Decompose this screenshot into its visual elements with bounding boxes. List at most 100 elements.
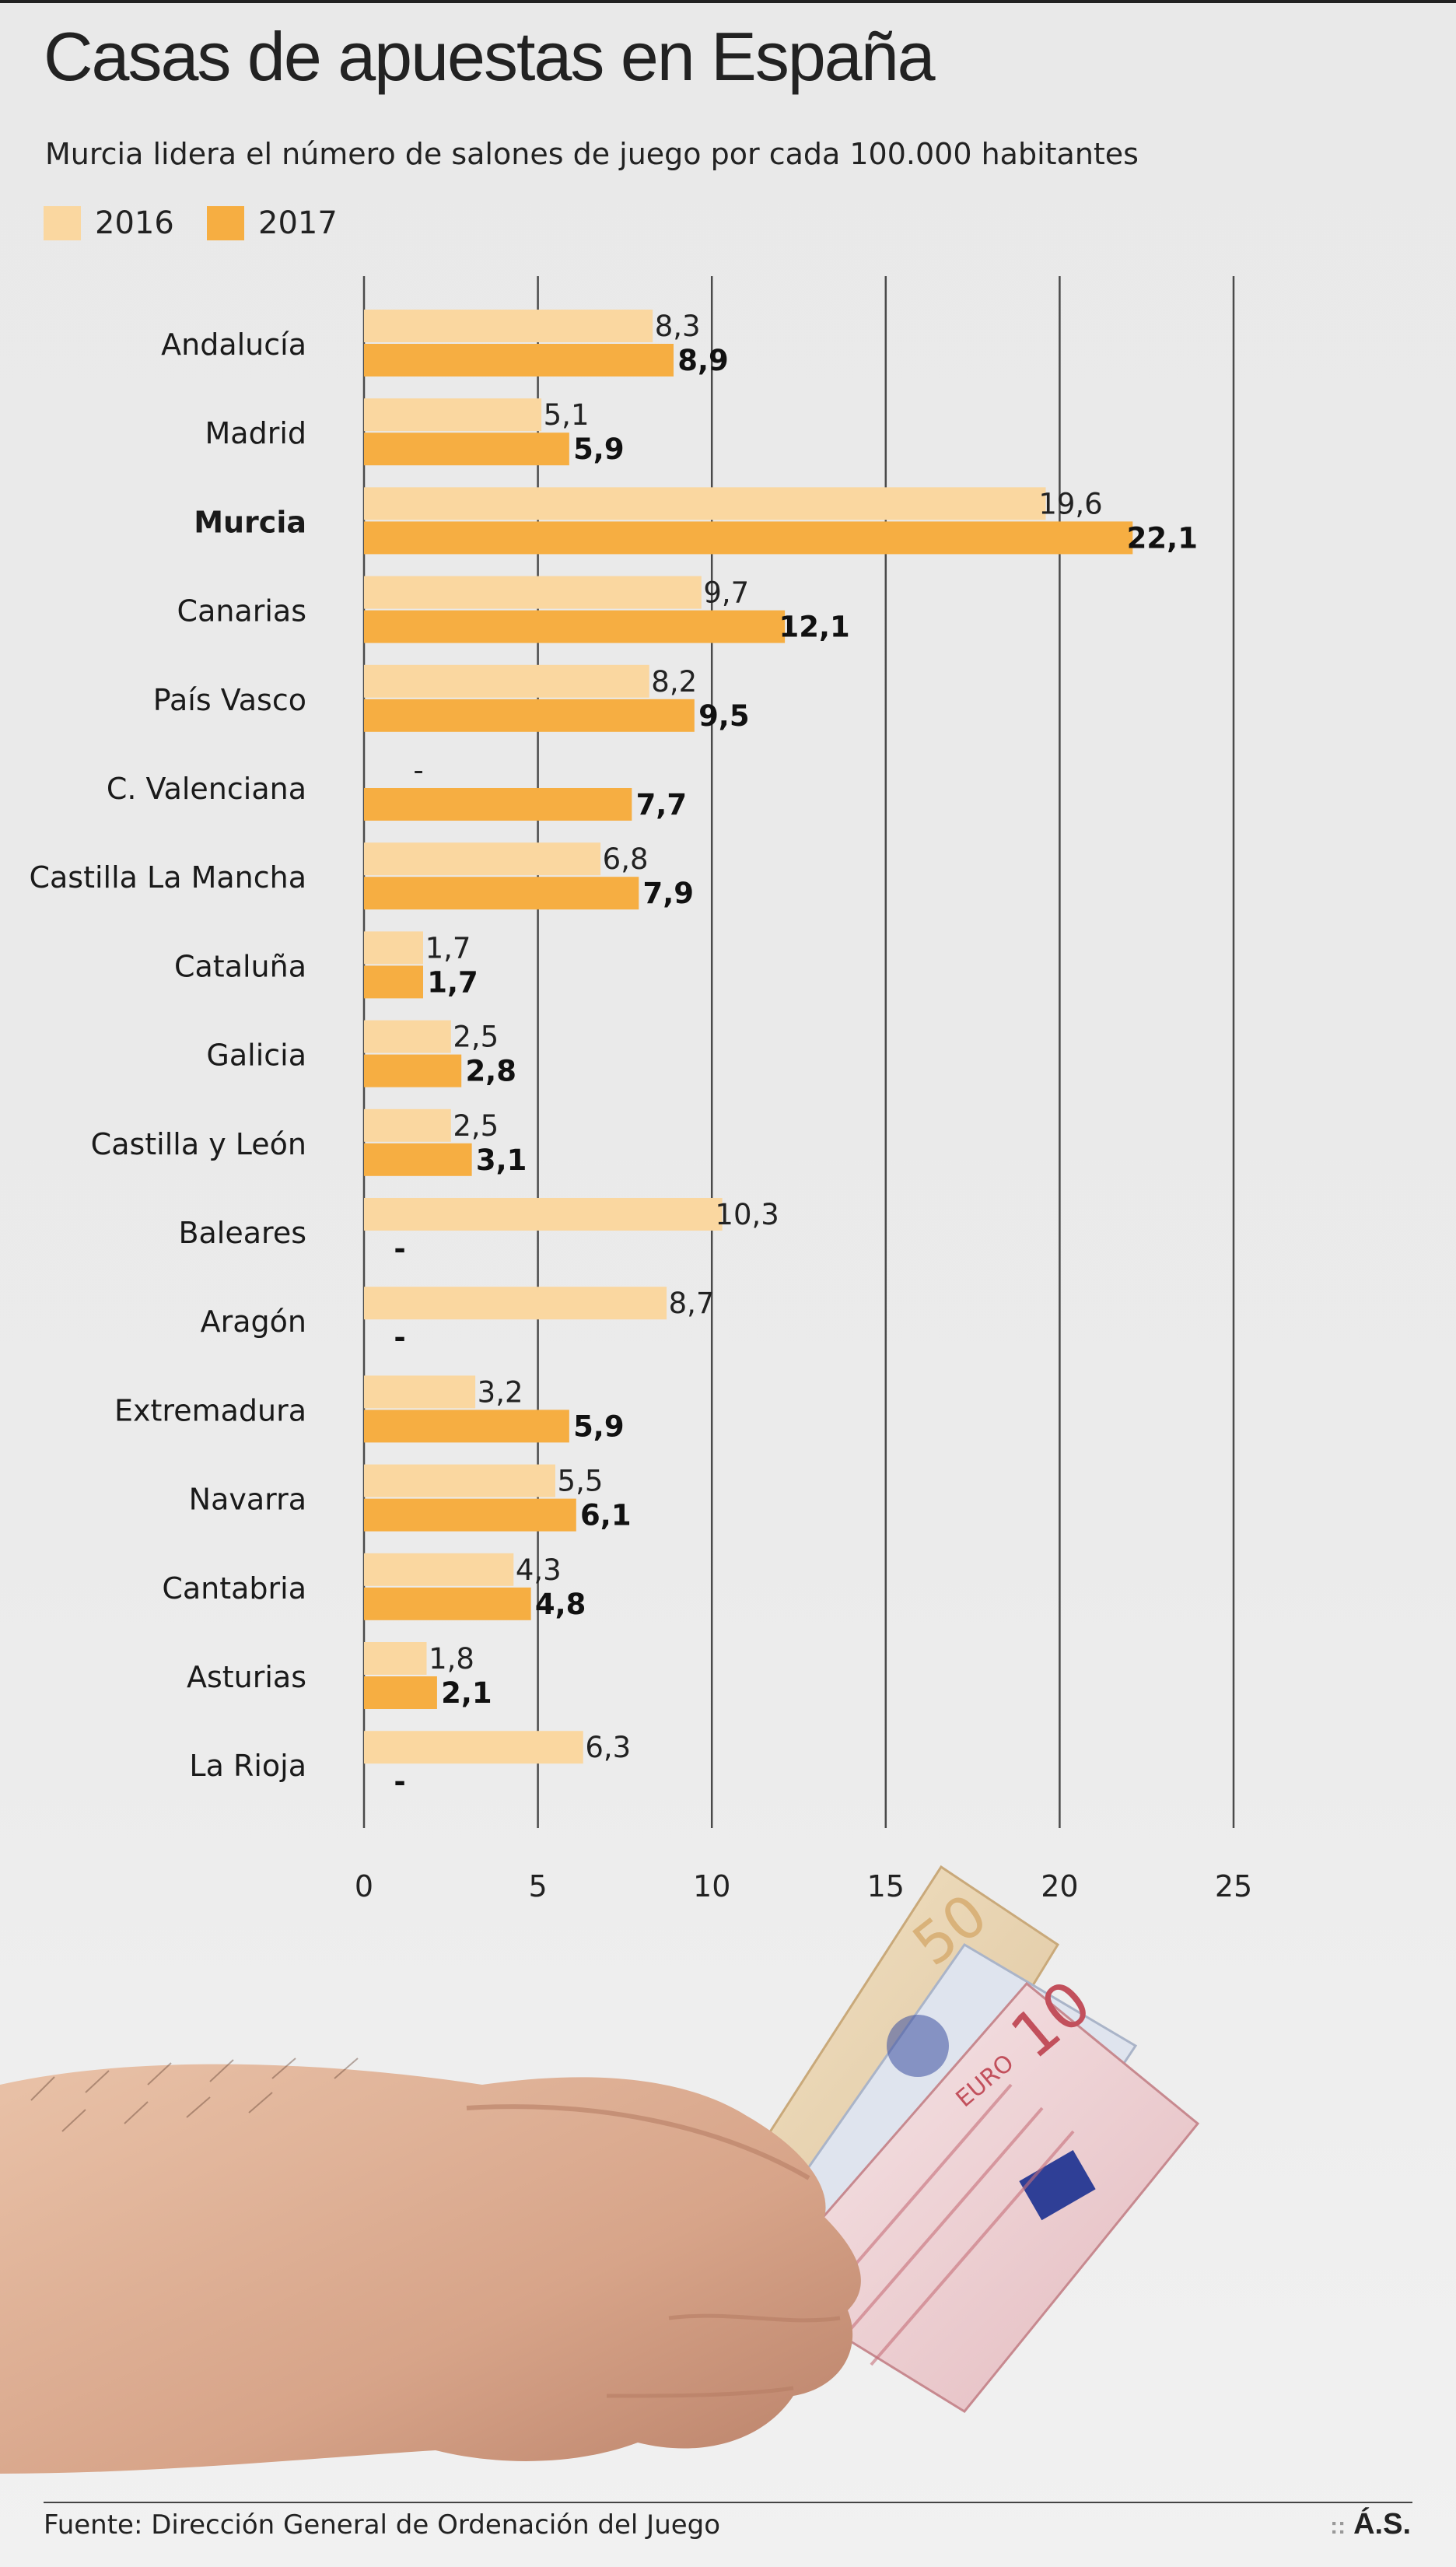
bar-2017-navarra: [364, 1498, 576, 1532]
category-label-castilla-y-le-n: Castilla y León: [91, 1127, 306, 1161]
category-label-la-rioja: La Rioja: [189, 1749, 306, 1783]
data-label-2017-castilla-la-mancha: 7,9: [643, 877, 695, 910]
data-label-2017-c-valenciana: 7,7: [636, 788, 688, 821]
data-label-2016-catalu-a: 1,7: [425, 931, 471, 965]
legend-label-2016: 2016: [95, 205, 174, 241]
data-label-2016-la-rioja: 6,3: [585, 1731, 631, 1764]
x-tick-label: 15: [867, 1869, 905, 1903]
data-label-2017-asturias: 2,1: [441, 1676, 492, 1710]
data-label-2016-cantabria: 4,3: [516, 1553, 562, 1587]
bar-chart: 0 5 10 15 20 25Andalucía8,38,9Madrid5,15,9Mur…: [29, 276, 1252, 1903]
data-label-2017-andaluc-a: 8,9: [677, 344, 729, 377]
data-label-2017-baleares: -: [394, 1232, 405, 1266]
data-label-2017-pa-s-vasco: 9,5: [698, 699, 750, 733]
bar-2016-murcia: [364, 487, 1046, 520]
data-label-2016-murcia: 19,6: [1038, 487, 1102, 520]
x-tick-label: 5: [529, 1869, 548, 1903]
data-label-2017-extremadura: 5,9: [573, 1410, 625, 1443]
category-label-andaluc-a: Andalucía: [161, 327, 306, 362]
bar-2017-extremadura: [364, 1410, 569, 1443]
bar-2016-pa-s-vasco: [364, 664, 649, 698]
data-label-2016-asturias: 1,8: [429, 1642, 474, 1676]
category-label-asturias: Asturias: [187, 1660, 306, 1694]
data-label-2017-catalu-a: 1,7: [427, 965, 478, 999]
data-label-2017-madrid: 5,9: [573, 433, 625, 466]
category-label-arag-n: Aragón: [201, 1305, 306, 1339]
legend-label-2017: 2017: [258, 205, 338, 241]
x-tick-label: 10: [693, 1869, 730, 1903]
data-label-2016-c-valenciana: -: [413, 754, 423, 787]
chart-title: Casas de apuestas en España: [44, 18, 936, 95]
bar-2016-baleares: [364, 1198, 723, 1231]
data-label-2016-extremadura: 3,2: [478, 1375, 523, 1409]
category-label-castilla-la-mancha: Castilla La Mancha: [29, 860, 306, 895]
bar-2016-arag-n: [364, 1287, 667, 1320]
hand-holding-euro-banknotes-photo: 50 10 EURO: [0, 1865, 1200, 2474]
bar-2016-catalu-a: [364, 931, 424, 965]
bar-2016-extremadura: [364, 1375, 476, 1409]
bar-2016-castilla-y-le-n: [364, 1108, 451, 1142]
data-label-2017-canarias: 12,1: [779, 611, 849, 644]
footer-rule: [44, 2502, 1412, 2503]
category-label-galicia: Galicia: [206, 1038, 306, 1073]
data-label-2016-baleares: 10,3: [715, 1198, 779, 1231]
bar-2017-asturias: [364, 1676, 437, 1709]
data-label-2017-navarra: 6,1: [580, 1499, 632, 1532]
bar-2017-c-valenciana: [364, 788, 632, 821]
publisher-logo: :: Á.S.: [1330, 2508, 1411, 2541]
bar-2017-catalu-a: [364, 965, 424, 999]
bar-2017-cantabria: [364, 1587, 531, 1620]
category-label-catalu-a: Cataluña: [174, 949, 306, 983]
bar-2016-canarias: [364, 576, 702, 609]
bar-2016-la-rioja: [364, 1731, 583, 1764]
bar-2017-andaluc-a: [364, 344, 674, 376]
category-label-pa-s-vasco: País Vasco: [153, 683, 306, 717]
x-tick-label: 25: [1215, 1869, 1252, 1903]
data-label-2016-castilla-y-le-n: 2,5: [453, 1109, 499, 1143]
category-label-cantabria: Cantabria: [162, 1571, 306, 1606]
bar-2016-castilla-la-mancha: [364, 842, 601, 876]
bar-2016-madrid: [364, 398, 542, 432]
data-label-2016-navarra: 5,5: [558, 1465, 604, 1498]
category-label-murcia: Murcia: [194, 505, 306, 539]
bar-2017-murcia: [364, 521, 1133, 555]
publisher-name: Á.S.: [1353, 2508, 1411, 2541]
legend-swatch-2016: [44, 206, 81, 240]
top-rule: [0, 0, 1456, 3]
data-label-2016-madrid: 5,1: [544, 398, 590, 432]
x-tick-label: 0: [355, 1869, 373, 1903]
bar-2017-galicia: [364, 1054, 462, 1087]
data-label-2017-la-rioja: -: [394, 1765, 405, 1798]
category-label-baleares: Baleares: [178, 1216, 306, 1250]
data-label-2016-castilla-la-mancha: 6,8: [603, 842, 649, 876]
legend-item-2016: 2016: [44, 205, 174, 241]
category-label-madrid: Madrid: [205, 416, 307, 450]
data-label-2016-canarias: 9,7: [703, 576, 749, 610]
source-note: Fuente: Dirección General de Ordenación …: [44, 2509, 721, 2541]
legend-item-2017: 2017: [207, 205, 338, 241]
bar-2016-asturias: [364, 1642, 427, 1675]
data-label-2017-arag-n: -: [394, 1321, 405, 1354]
category-label-extremadura: Extremadura: [114, 1393, 306, 1427]
category-label-canarias: Canarias: [177, 594, 306, 629]
bar-2017-madrid: [364, 433, 569, 466]
bar-2016-galicia: [364, 1020, 451, 1053]
category-label-navarra: Navarra: [189, 1483, 306, 1517]
data-label-2016-pa-s-vasco: 8,2: [651, 665, 697, 699]
x-tick-label: 20: [1041, 1869, 1078, 1903]
data-label-2017-murcia: 22,1: [1127, 521, 1198, 555]
data-label-2016-galicia: 2,5: [453, 1021, 499, 1054]
bar-2017-canarias: [364, 610, 786, 643]
bar-2017-castilla-la-mancha: [364, 877, 639, 910]
data-label-2017-galicia: 2,8: [465, 1055, 516, 1088]
data-label-2016-andaluc-a: 8,3: [655, 310, 701, 343]
legend-swatch-2017: [207, 206, 244, 240]
bar-2017-castilla-y-le-n: [364, 1143, 472, 1176]
category-label-c-valenciana: C. Valenciana: [107, 772, 306, 806]
data-label-2017-castilla-y-le-n: 3,1: [476, 1143, 527, 1177]
data-label-2017-cantabria: 4,8: [535, 1588, 586, 1621]
chart-subtitle: Murcia lidera el número de salones de ju…: [45, 137, 1139, 171]
bar-2016-navarra: [364, 1464, 555, 1497]
data-label-2016-arag-n: 8,7: [669, 1287, 715, 1320]
bar-2016-andaluc-a: [364, 310, 653, 342]
